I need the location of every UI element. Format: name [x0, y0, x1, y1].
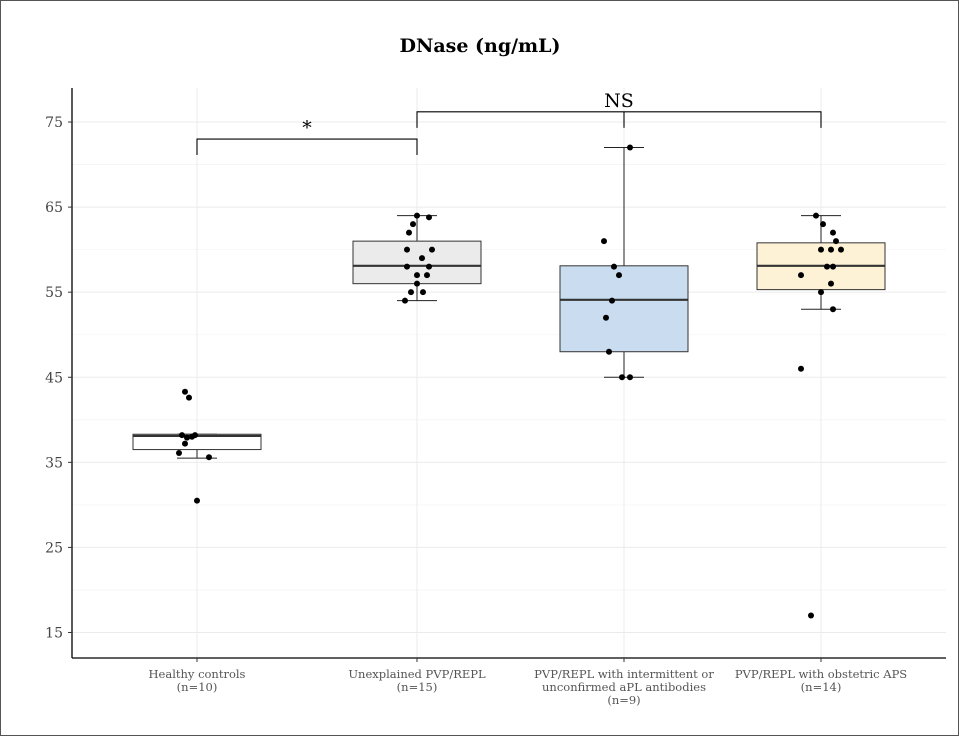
data-point — [808, 612, 814, 619]
data-point — [609, 297, 615, 304]
data-point — [828, 246, 834, 253]
data-point — [830, 229, 836, 236]
data-point — [611, 263, 617, 270]
y-tick-label: 55 — [45, 285, 63, 301]
significance-bracket: * — [196, 117, 418, 156]
x-category-label-line: (n=10) — [177, 680, 218, 694]
data-point — [824, 263, 830, 270]
data-point — [813, 212, 819, 219]
data-point — [424, 272, 430, 279]
data-point — [408, 289, 414, 296]
data-point — [186, 394, 192, 401]
box-iqr — [559, 265, 689, 353]
data-point — [414, 212, 420, 219]
data-point — [798, 365, 804, 372]
data-point — [182, 388, 188, 395]
data-point — [414, 280, 420, 287]
data-point — [619, 374, 625, 381]
y-tick-label: 45 — [45, 370, 63, 386]
data-point — [206, 454, 212, 461]
data-point — [410, 221, 416, 228]
data-point — [820, 221, 826, 228]
significance-brackets: * NS — [196, 90, 822, 156]
data-point — [627, 144, 633, 151]
data-point — [426, 263, 432, 270]
box-group — [132, 433, 262, 459]
x-category-label: Unexplained PVP/REPL (n=15) — [348, 667, 486, 694]
data-point — [194, 497, 200, 504]
x-category-label-line: PVP/REPL with intermittent or — [534, 667, 714, 681]
data-point — [838, 246, 844, 253]
data-point — [818, 289, 824, 296]
x-category-label: PVP/REPL with intermittent or unconfirmed… — [534, 667, 714, 707]
boxes — [132, 147, 886, 459]
data-points — [176, 144, 844, 619]
data-point — [176, 449, 182, 456]
bracket-line — [196, 138, 418, 156]
data-point — [414, 272, 420, 279]
data-point — [627, 374, 633, 381]
data-point — [830, 306, 836, 313]
data-point — [616, 272, 622, 279]
data-point — [192, 432, 198, 439]
x-category-label: Healthy controls (n=10) — [149, 667, 246, 694]
data-point — [419, 255, 425, 262]
y-tick-label: 65 — [45, 200, 63, 216]
x-category-label-line: Healthy controls — [149, 667, 246, 681]
bracket-line — [416, 111, 822, 128]
x-category-label-line: (n=14) — [801, 680, 842, 694]
x-category-label-line: unconfirmed aPL antibodies — [542, 680, 706, 694]
data-point — [818, 246, 824, 253]
data-point — [601, 238, 607, 245]
data-point — [603, 314, 609, 321]
data-point — [606, 348, 612, 355]
y-tick-label: 75 — [45, 115, 63, 131]
x-category-label-line: (n=9) — [607, 693, 640, 707]
data-point — [798, 272, 804, 279]
data-point — [184, 434, 190, 441]
chart-title: DNase (ng/mL) — [399, 35, 560, 57]
data-point — [426, 214, 432, 221]
data-point — [830, 263, 836, 270]
significance-bracket: NS — [416, 90, 822, 128]
x-category-label: PVP/REPL with obstetric APS (n=14) — [735, 667, 907, 694]
box-group — [352, 215, 482, 302]
x-category-label-line: Unexplained PVP/REPL — [348, 667, 486, 681]
data-point — [402, 297, 408, 304]
x-category-label-line: (n=15) — [397, 680, 438, 694]
significance-label: * — [302, 117, 312, 139]
data-point — [182, 440, 188, 447]
axes: 15 25 35 45 55 65 75 Healthy controls (n=10) Unex… — [45, 88, 946, 707]
x-category-label-line: PVP/REPL with obstetric APS — [735, 667, 907, 681]
data-point — [833, 238, 839, 245]
data-point — [404, 246, 410, 253]
data-point — [179, 432, 185, 439]
box-group — [559, 147, 689, 378]
y-tick-label: 25 — [45, 540, 63, 556]
data-point — [406, 229, 412, 236]
grid — [72, 88, 946, 658]
y-tick-label: 35 — [45, 455, 63, 471]
data-point — [420, 289, 426, 296]
data-point — [429, 246, 435, 253]
data-point — [828, 280, 834, 287]
significance-label: NS — [604, 90, 634, 112]
data-point — [404, 263, 410, 270]
y-tick-label: 15 — [45, 625, 63, 641]
